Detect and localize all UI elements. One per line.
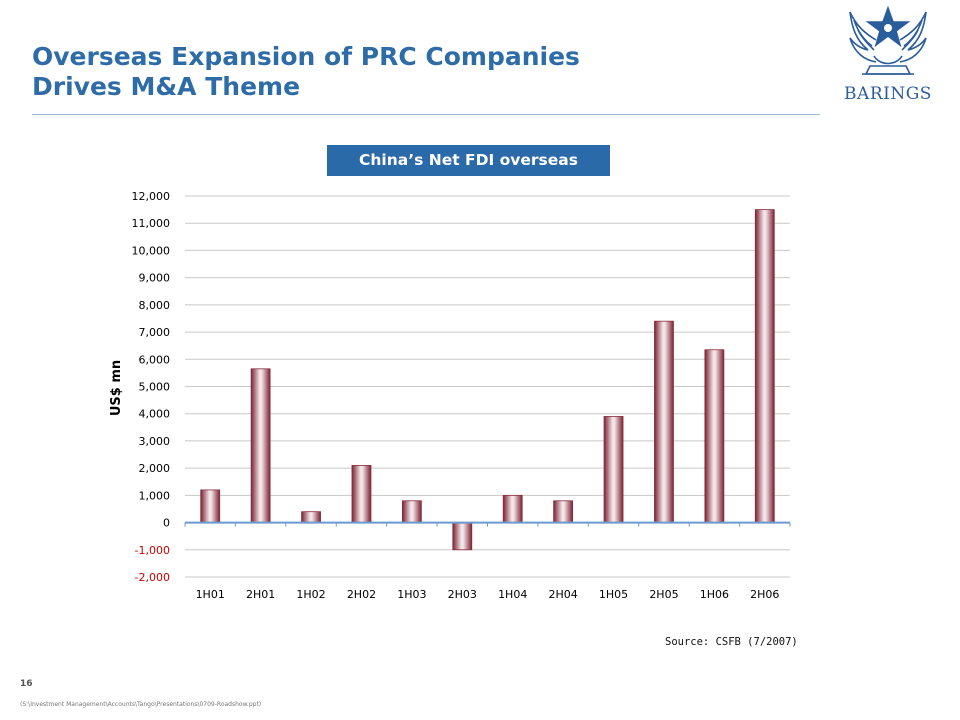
y-tick-label: -1,000 [135, 544, 170, 557]
x-tick-label: 2H03 [448, 588, 477, 601]
slide-title: Overseas Expansion of PRC Companies Driv… [32, 42, 580, 102]
y-tick-label: 2,000 [139, 462, 171, 475]
bar [452, 522, 473, 551]
bar [754, 209, 775, 523]
title-divider [32, 114, 820, 115]
bar [250, 368, 271, 523]
barings-wordmark: BARINGS [844, 84, 932, 104]
y-tick-label: -2,000 [135, 571, 170, 584]
x-tick-label: 1H03 [397, 588, 426, 601]
x-tick-label: 1H06 [700, 588, 729, 601]
y-tick-label: 6,000 [139, 353, 171, 366]
bar [502, 494, 523, 523]
bar [553, 500, 574, 523]
x-tick-label: 1H04 [498, 588, 527, 601]
x-tick-label: 2H01 [246, 588, 275, 601]
bar [301, 511, 321, 523]
x-tick-label: 1H05 [599, 588, 628, 601]
x-tick-label: 2H05 [649, 588, 678, 601]
y-tick-label: 0 [163, 517, 170, 530]
y-tick-label: 11,000 [132, 217, 171, 230]
x-tick-label: 2H04 [548, 588, 577, 601]
y-tick-label: 10,000 [132, 244, 171, 257]
barings-logo-icon [849, 5, 927, 75]
y-tick-label: 9,000 [139, 272, 171, 285]
x-tick-label: 2H06 [750, 588, 779, 601]
x-tick-label: 1H02 [296, 588, 325, 601]
gridlines [185, 195, 790, 578]
x-tick-label: 1H01 [196, 588, 225, 601]
y-tick-label: 3,000 [139, 435, 171, 448]
y-tick-label: 12,000 [132, 190, 171, 203]
axes: -2,000 -1,000 0 1,000 2,000 3,000 4,000 5,000 6,… [132, 190, 791, 601]
y-tick-label: 7,000 [139, 326, 171, 339]
page-number: 16 [20, 679, 33, 689]
slide-title-line-1: Overseas Expansion of PRC Companies [32, 42, 580, 71]
y-tick-label: 1,000 [139, 489, 171, 502]
y-tick-label: 5,000 [139, 381, 171, 394]
bar [654, 320, 674, 523]
slide-title-line-2: Drives M&A Theme [32, 72, 301, 101]
x-tick-label: 2H02 [347, 588, 376, 601]
bar [401, 500, 422, 523]
bar [704, 349, 725, 523]
chart-title: China’s Net FDI overseas [327, 145, 610, 176]
file-path: (S:\Investment Management\Accounts\Tango… [20, 701, 262, 708]
bar [351, 465, 372, 523]
y-axis-label: US$ mn [109, 360, 124, 416]
source-note: Source: CSFB (7/2007) [665, 636, 798, 648]
bar [603, 416, 624, 523]
bars [200, 209, 775, 551]
bar [200, 489, 221, 523]
y-tick-label: 4,000 [139, 408, 171, 421]
y-tick-label: 8,000 [139, 299, 171, 312]
